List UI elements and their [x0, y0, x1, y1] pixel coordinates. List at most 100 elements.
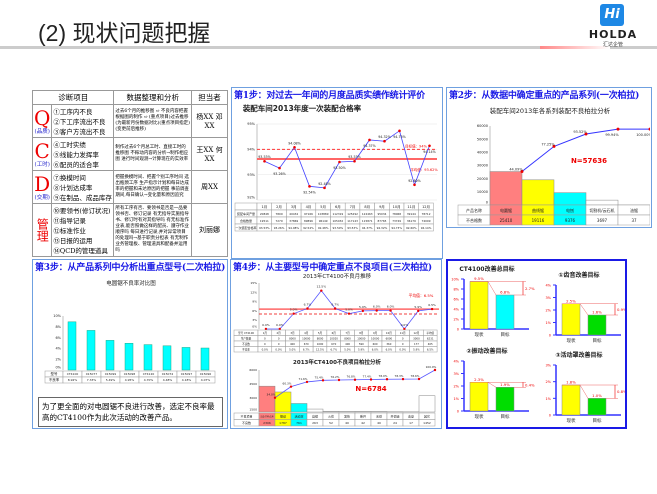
cumulative-label: 100.00% — [636, 133, 650, 137]
step4-table-text: 0.0% — [262, 347, 269, 351]
y-tick-label: 93% — [247, 173, 255, 177]
diagnosis-item: ⑬日报的运用 — [53, 237, 93, 245]
y-tick-label: 0 — [486, 201, 488, 205]
x-label: 现状 — [475, 413, 484, 420]
step4-table-text: 1000 — [317, 342, 324, 346]
bar — [124, 343, 134, 371]
diagnosis-item: ⑦换模时间 — [53, 174, 86, 182]
step1-table-text: 6月 — [335, 204, 341, 209]
average-label: 平均值：6.5% — [409, 293, 434, 298]
step4-table-text: 0 — [278, 336, 280, 340]
bar — [306, 408, 324, 413]
step4-table-text: 670 — [304, 342, 309, 346]
data-label: 94.14% — [423, 150, 436, 154]
diagnosis-item: ⑤线能力发挥率 — [53, 151, 99, 159]
bar — [258, 385, 276, 413]
step1-table-text: 94.73% — [391, 226, 402, 230]
step4-panel: 第4步：从主要型号中确定重点不良项目(三次柏拉) 2013年CT4100不良月推… — [230, 259, 442, 429]
step1-table-text: 105032 — [333, 219, 344, 223]
step1-table-text: 20848 — [260, 212, 269, 216]
step1-table-text: 93.53% — [259, 226, 270, 230]
data-label: 12.5% — [317, 285, 327, 289]
bar — [469, 281, 489, 330]
y-tick-label: 30000 — [477, 164, 488, 168]
difference-label: 2.7% — [525, 286, 535, 291]
y-tick-label: 6% — [55, 336, 61, 340]
data-point — [320, 289, 323, 292]
data-label: 0.0% — [262, 323, 270, 327]
owner-cell: 王XX 何XX — [191, 137, 228, 171]
step3-table-cell — [195, 376, 216, 384]
step2-panel: 第2步：从数据中确定重点的产品系列(一次柏拉) 装配车间2013年各系列装配不良… — [446, 87, 652, 228]
data-point — [383, 139, 386, 143]
step1-table-text: 7279 — [275, 219, 282, 223]
bar — [274, 391, 292, 413]
diagnosis-item: ①工序内不良 — [53, 108, 93, 116]
bar-label: 2.5% — [566, 298, 576, 303]
step4-table-text: 12月 — [413, 331, 419, 335]
step3-table-text: 4.18% — [182, 378, 192, 382]
y-tick-label: 2% — [545, 309, 551, 313]
step4-pareto-table-text: 1787 — [279, 421, 287, 425]
step4-table-text: 6月 — [332, 331, 337, 335]
y-tick-label: 2% — [545, 380, 551, 384]
x-label: 现状 — [567, 417, 576, 424]
step1-table-text: 96149 — [319, 219, 328, 223]
step4-table-text: 0 — [278, 342, 280, 346]
step1-table-text: 3月 — [291, 204, 297, 209]
step4-table-text: 7月 — [345, 331, 350, 335]
y-tick-label: 4% — [545, 284, 551, 288]
step3-table-text: 4.48% — [163, 378, 173, 382]
diagnosis-row: C (工时) ④工时实绩 ⑤线能力发挥率 ⑥配员的适合率 制作过去6个月总工时、直接工… — [31, 137, 228, 171]
step4-table-text: 8000 — [344, 336, 351, 340]
bar — [290, 403, 308, 413]
step4-table-text: 12.5% — [316, 347, 325, 351]
y-tick-label: 50000 — [477, 137, 488, 141]
step1-table-text: 87765 — [377, 219, 386, 223]
chart-title: 2013年CT4100不良项目柏拉分析 — [293, 358, 381, 366]
step3-table-text: 4.07% — [201, 378, 211, 382]
step2-table-text: 19116 — [532, 218, 545, 223]
logo-name: HOLDA — [588, 28, 638, 41]
step3-table-text: 015097 — [181, 372, 193, 376]
category-tag: (交期) — [34, 194, 50, 201]
data-point — [278, 166, 281, 170]
diagnosis-item: ⑧计划达成率 — [53, 184, 93, 192]
step4-pareto-table-text: 1452 — [423, 421, 431, 425]
bar — [489, 171, 523, 206]
step4-table-text: 0 — [264, 342, 266, 346]
average-label: 平均值：93.62% — [410, 167, 438, 172]
bar — [418, 395, 436, 413]
step1-table-text: 11月 — [407, 204, 415, 209]
owner-cell: 刘丽娜 — [191, 203, 228, 257]
y-tick-label: 4% — [453, 308, 459, 312]
data-point — [263, 159, 266, 163]
step1-table-text: 9月 — [379, 204, 385, 209]
n-total-label: N=57636 — [571, 157, 607, 165]
step1-table-text: 94.08% — [288, 226, 299, 230]
y-tick-label: 12% — [250, 290, 257, 294]
step1-table-text: 112319 — [333, 212, 344, 216]
step1-table-text: 40434 — [289, 212, 298, 216]
step4-table-text: 10000 — [371, 336, 380, 340]
data-point — [323, 186, 326, 190]
cumulative-point — [385, 378, 389, 381]
cumulative-label: 77.4% — [363, 374, 372, 378]
data-point — [333, 307, 337, 310]
step2-table-text: 25410 — [500, 218, 513, 223]
step4-pareto-table-text: 17 — [409, 421, 413, 425]
step3-table-text: CT4120 — [143, 372, 155, 376]
step2-table-text: 切割机/云石机 — [589, 207, 614, 213]
data-label: 5.9% — [359, 305, 367, 309]
step4-table-text: 10020 — [330, 336, 339, 340]
step1-table-text: 92.54% — [303, 226, 314, 230]
y-tick-label: 10% — [53, 314, 61, 318]
data-point — [361, 309, 365, 313]
diagnosis-row: 管理 ⑩要领书(修订状况) ⑪指导记录 ⑫标准作业 ⑬日报的运用 ⑭QCD的管理道具 所… — [31, 203, 228, 257]
cumulative-point — [289, 385, 293, 388]
diagnosis-table: 诊断项目 数据整理和分析 担当者 Q (品质) ①工序内不良 ②下工序流出不良 ③客户… — [31, 90, 228, 257]
step4-table-text: 9月 — [373, 331, 378, 335]
data-label: 5.0% — [345, 308, 353, 312]
cumulative-label: 60.3% — [283, 382, 292, 386]
step1-table-text: 10月 — [393, 204, 401, 209]
